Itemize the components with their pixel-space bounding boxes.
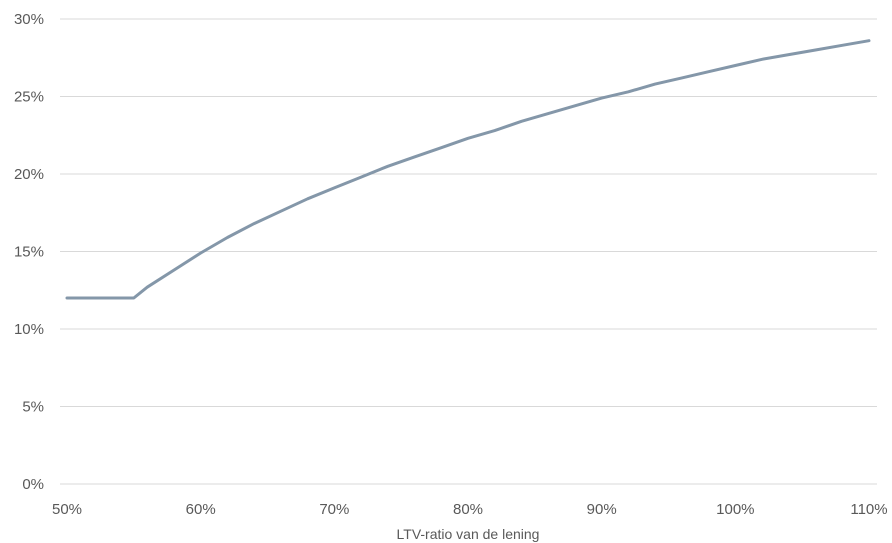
x-tick-label: 80% (453, 501, 483, 518)
gridlines (60, 18, 877, 407)
y-tick-label: 5% (22, 399, 44, 416)
x-tick-label: 110% (850, 501, 887, 518)
x-tick-label: 70% (319, 501, 349, 518)
series-line-0 (65, 39, 871, 300)
x-tick-label: 90% (587, 501, 617, 518)
plot-area (65, 39, 871, 300)
x-tick-label: 100% (716, 501, 754, 518)
y-tick-label: 15% (14, 244, 44, 261)
x-axis-tick-labels: 50% 60% 70% 80% 90% 100% 110% (52, 501, 888, 518)
x-tick-label: 50% (52, 501, 82, 518)
y-axis-tick-labels: 0% 5% 10% 15% 20% 25% 30% (14, 11, 44, 493)
y-tick-label: 10% (14, 321, 44, 338)
y-tick-label: 0% (22, 476, 44, 493)
y-tick-label: 20% (14, 166, 44, 183)
y-tick-label: 25% (14, 89, 44, 106)
x-tick-label: 60% (186, 501, 216, 518)
y-tick-label: 30% (14, 11, 44, 28)
x-axis-title: LTV-ratio van de lening (397, 526, 540, 542)
